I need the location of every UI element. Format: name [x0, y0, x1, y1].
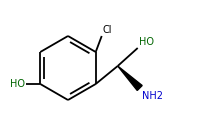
Text: HO: HO: [10, 79, 25, 89]
Text: Cl: Cl: [103, 25, 112, 35]
Text: NH2: NH2: [142, 91, 163, 101]
Text: HO: HO: [139, 37, 154, 47]
Polygon shape: [118, 66, 142, 91]
